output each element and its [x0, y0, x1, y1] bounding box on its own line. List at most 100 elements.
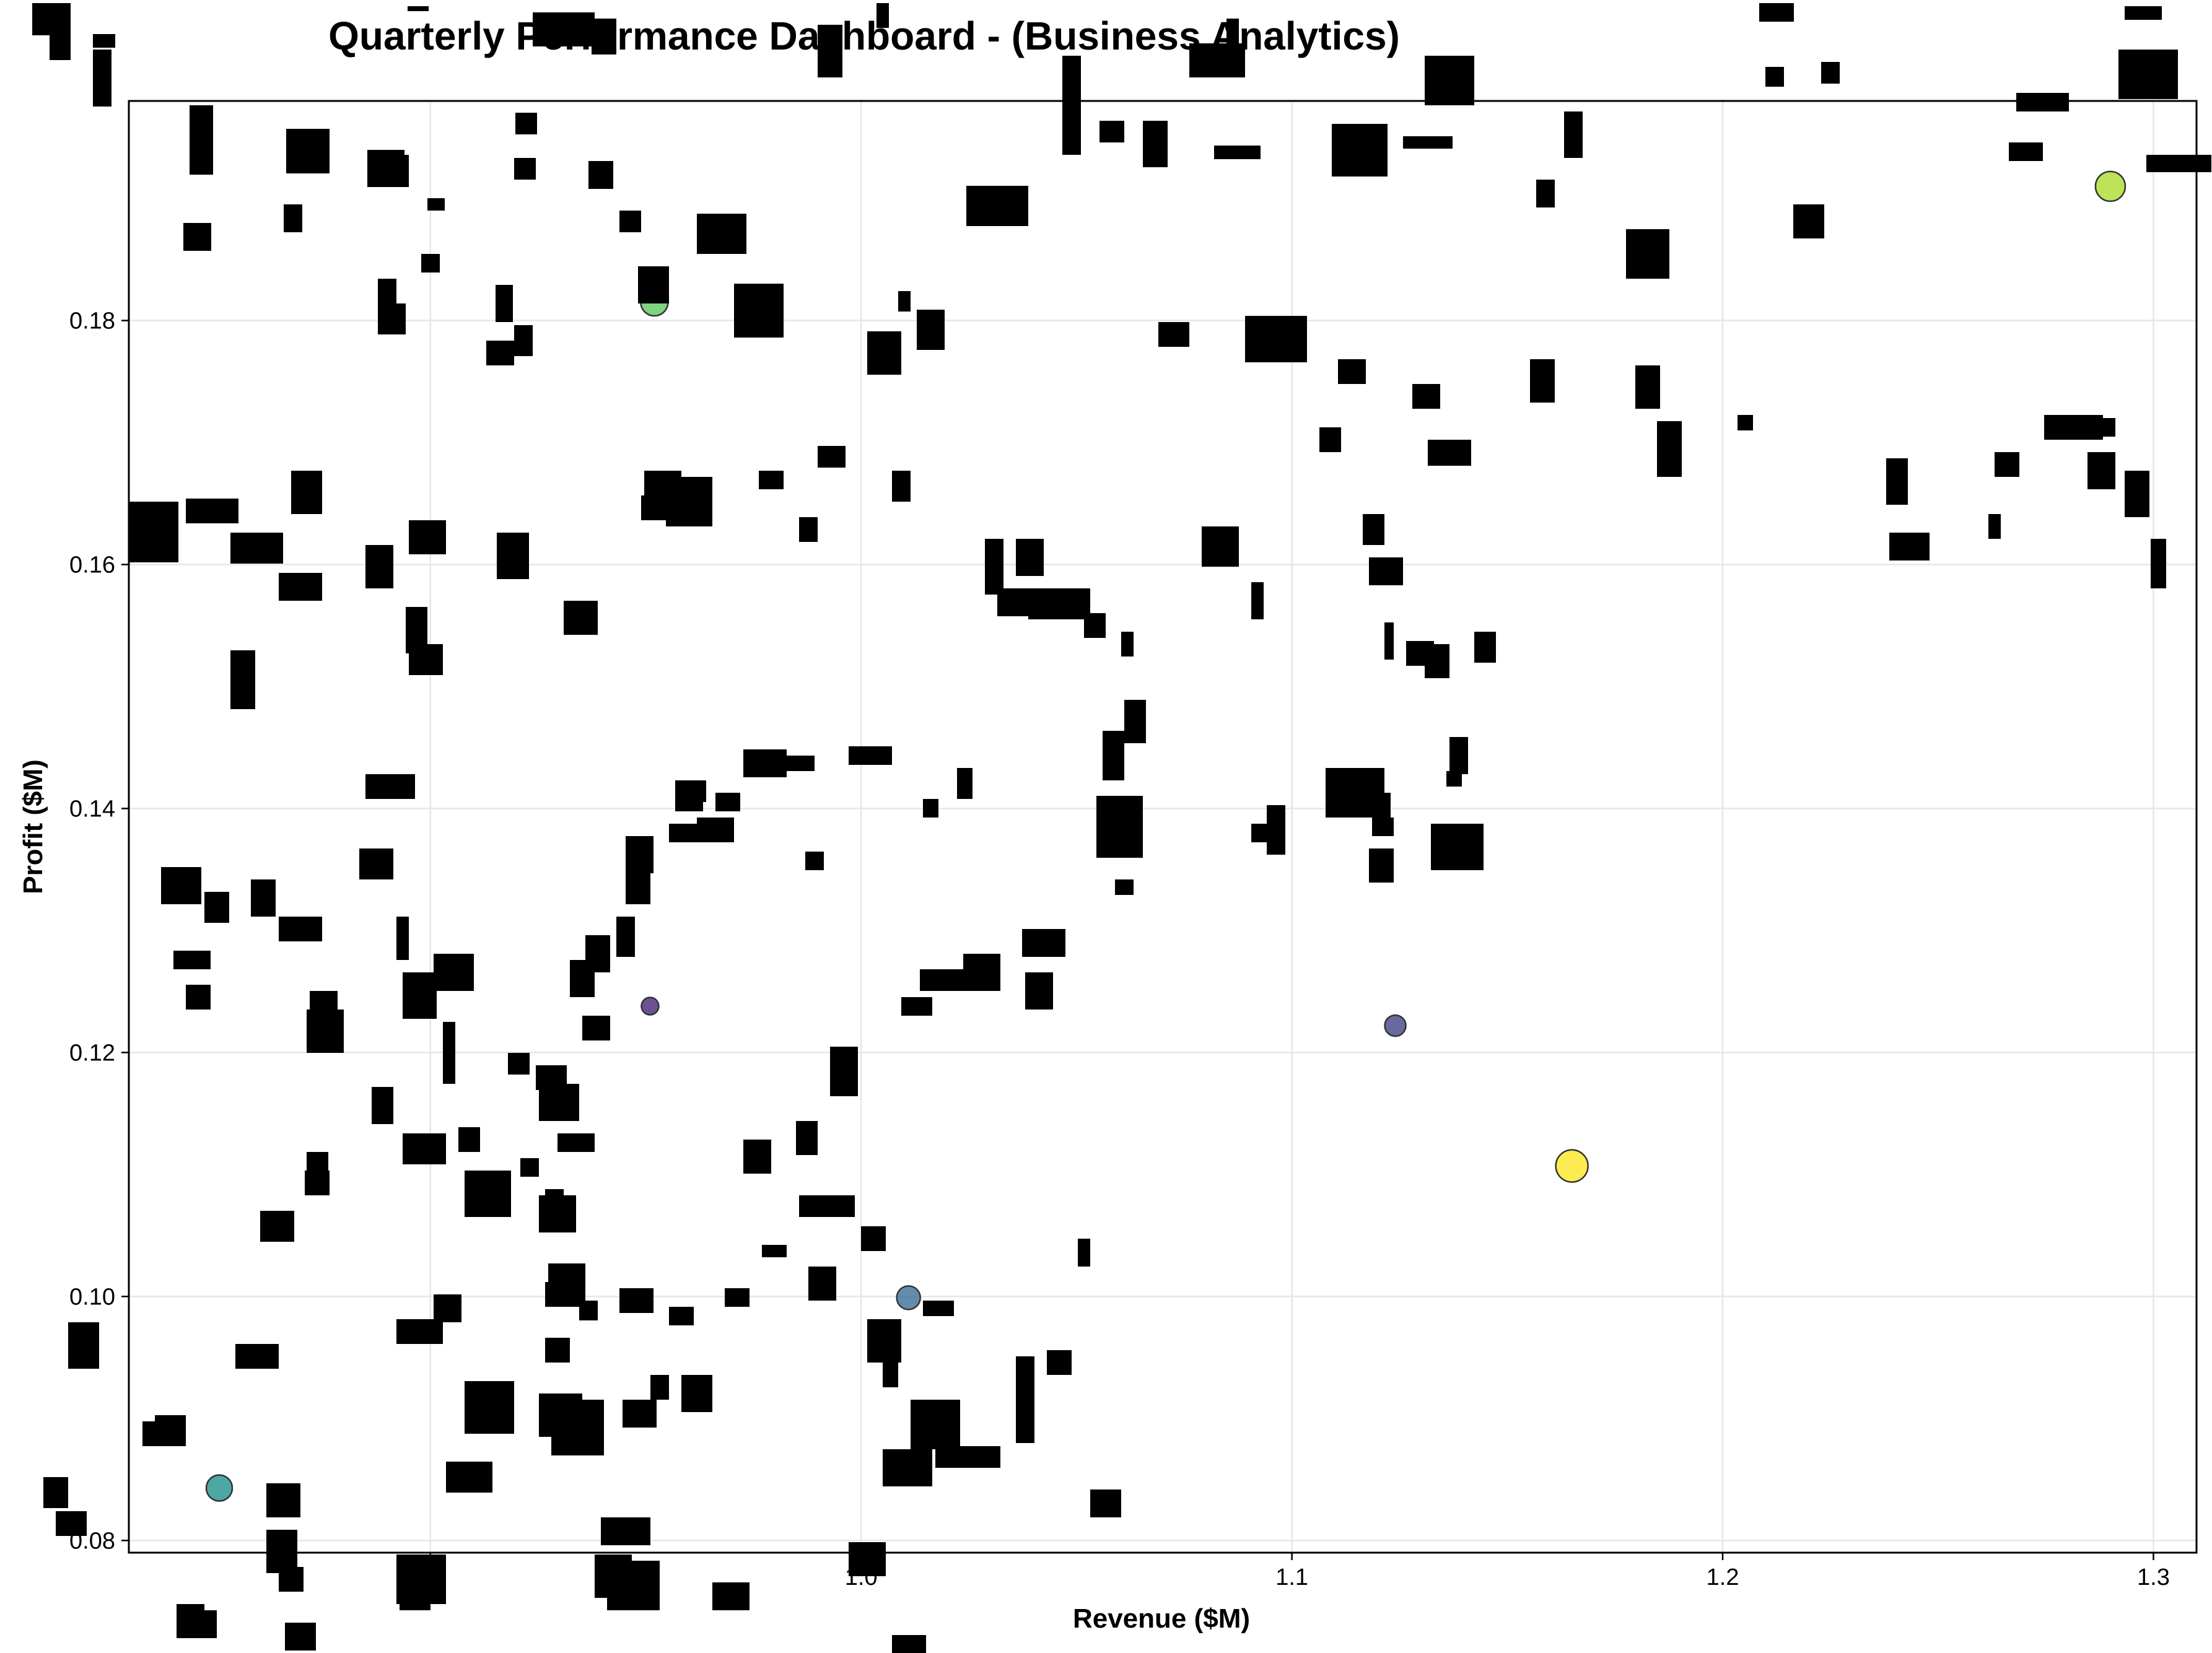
redaction-block — [533, 12, 595, 46]
redaction-block — [443, 1022, 455, 1084]
redaction-block — [799, 1195, 855, 1217]
redaction-block — [777, 756, 815, 771]
redaction-block — [1245, 316, 1307, 362]
redaction-block — [592, 19, 616, 55]
redaction-block — [1765, 67, 1784, 87]
redaction-block — [1115, 879, 1134, 895]
redaction-block — [849, 746, 892, 765]
redaction-block — [1425, 56, 1474, 105]
redaction-block — [1889, 533, 1930, 560]
redaction-block — [285, 1623, 316, 1651]
redaction-block — [1369, 557, 1403, 585]
redaction-block — [1536, 180, 1555, 207]
redaction-block — [1016, 539, 1044, 576]
redaction-block — [796, 1121, 818, 1155]
y-axis-label: Profit ($M) — [18, 759, 48, 894]
redaction-block — [235, 1344, 279, 1369]
redaction-block — [1202, 526, 1239, 567]
redaction-block — [715, 793, 740, 811]
x-tick-label: 1.1 — [1275, 1564, 1308, 1590]
redaction-block — [650, 1375, 669, 1400]
x-axis-label: Revenue ($M) — [1073, 1603, 1250, 1634]
redaction-block — [545, 1189, 564, 1226]
redaction-block — [2016, 93, 2069, 111]
redaction-block — [1096, 796, 1143, 858]
redaction-block — [1369, 848, 1394, 883]
redaction-block — [1886, 458, 1908, 505]
redaction-block — [155, 1415, 186, 1446]
redaction-block — [230, 650, 255, 709]
redaction-block — [966, 186, 1028, 226]
redaction-block — [1425, 644, 1449, 678]
redaction-block — [1366, 793, 1391, 818]
redaction-block — [830, 1047, 858, 1096]
redaction-block — [1738, 415, 1753, 430]
redaction-block — [626, 873, 650, 904]
redaction-block — [305, 1171, 330, 1195]
redaction-block — [1384, 622, 1394, 660]
redaction-block — [403, 972, 437, 1019]
redaction-block — [799, 517, 818, 542]
redaction-block — [675, 787, 703, 811]
redaction-block — [68, 1322, 99, 1369]
redaction-block — [1025, 972, 1053, 1010]
redaction-block — [465, 1171, 511, 1217]
redaction-block — [497, 533, 529, 579]
redaction-block — [619, 211, 641, 232]
redaction-block — [805, 852, 824, 870]
redaction-block — [204, 1610, 217, 1638]
redaction-block — [1446, 771, 1462, 787]
redaction-block — [508, 1053, 530, 1075]
redaction-block — [56, 1511, 87, 1536]
redaction-block — [1090, 1489, 1121, 1517]
redaction-block — [400, 1585, 431, 1610]
redaction-block — [545, 1282, 564, 1307]
redaction-block — [619, 1288, 654, 1313]
redaction-block — [743, 1140, 771, 1174]
redaction-block — [1530, 359, 1555, 403]
redaction-block — [917, 310, 945, 350]
redaction-block — [948, 1446, 1000, 1468]
redaction-block — [142, 1421, 155, 1446]
redaction-block — [378, 303, 406, 334]
redaction-block — [697, 818, 734, 842]
redaction-block — [230, 533, 283, 564]
redaction-block — [901, 997, 932, 1016]
redaction-block — [725, 1288, 750, 1307]
redaction-block — [849, 1542, 886, 1576]
data-point — [205, 1474, 234, 1502]
redaction-block — [1143, 121, 1168, 167]
redaction-block — [629, 1573, 650, 1598]
redaction-block — [409, 520, 446, 554]
redaction-block — [1657, 421, 1682, 477]
x-tick-label: 1.2 — [1707, 1564, 1739, 1590]
redaction-block — [251, 879, 276, 917]
redaction-block — [378, 279, 396, 303]
redaction-block — [861, 1226, 886, 1251]
redaction-block — [427, 198, 445, 211]
redaction-block — [697, 214, 746, 254]
redaction-block — [129, 502, 178, 562]
redaction-block — [734, 284, 784, 338]
redaction-block — [595, 1555, 632, 1598]
redaction-block — [365, 774, 415, 799]
redaction-block — [963, 954, 1000, 991]
redaction-block — [204, 892, 229, 923]
redaction-block — [616, 917, 635, 957]
redaction-block — [1226, 19, 1239, 56]
redaction-block — [545, 1338, 570, 1363]
redaction-block — [486, 341, 514, 365]
redaction-block — [396, 1319, 443, 1344]
plot-area-frame — [128, 100, 2198, 1554]
redaction-block — [957, 768, 973, 799]
redaction-block — [539, 1393, 582, 1437]
redaction-block — [396, 917, 409, 960]
redaction-block — [2009, 142, 2043, 161]
redaction-block — [1988, 514, 2001, 539]
redaction-block — [310, 991, 338, 1022]
redaction-block — [1372, 818, 1394, 836]
y-tick-label: 0.12 — [69, 1040, 115, 1066]
redaction-block — [1564, 111, 1583, 158]
redaction-block — [365, 545, 393, 588]
redaction-block — [876, 3, 889, 28]
